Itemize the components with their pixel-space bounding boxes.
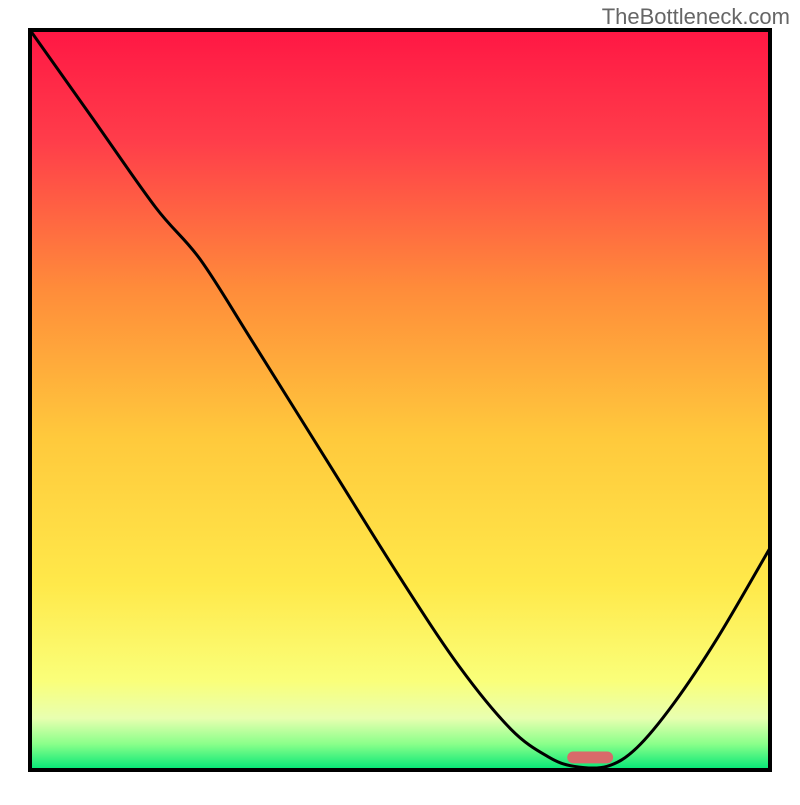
optimal-marker	[567, 752, 613, 764]
chart-svg	[0, 0, 800, 800]
plot-background	[30, 30, 770, 770]
bottleneck-chart	[0, 0, 800, 800]
watermark-text: TheBottleneck.com	[602, 4, 790, 30]
